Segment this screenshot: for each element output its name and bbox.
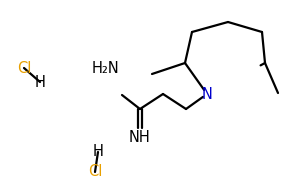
Text: H: H [35,74,46,90]
Text: NH: NH [129,130,151,146]
Text: H₂N: H₂N [92,61,120,75]
Text: Cl: Cl [17,61,31,75]
Text: H: H [93,145,103,159]
Text: Cl: Cl [88,164,102,180]
Text: N: N [202,87,213,101]
